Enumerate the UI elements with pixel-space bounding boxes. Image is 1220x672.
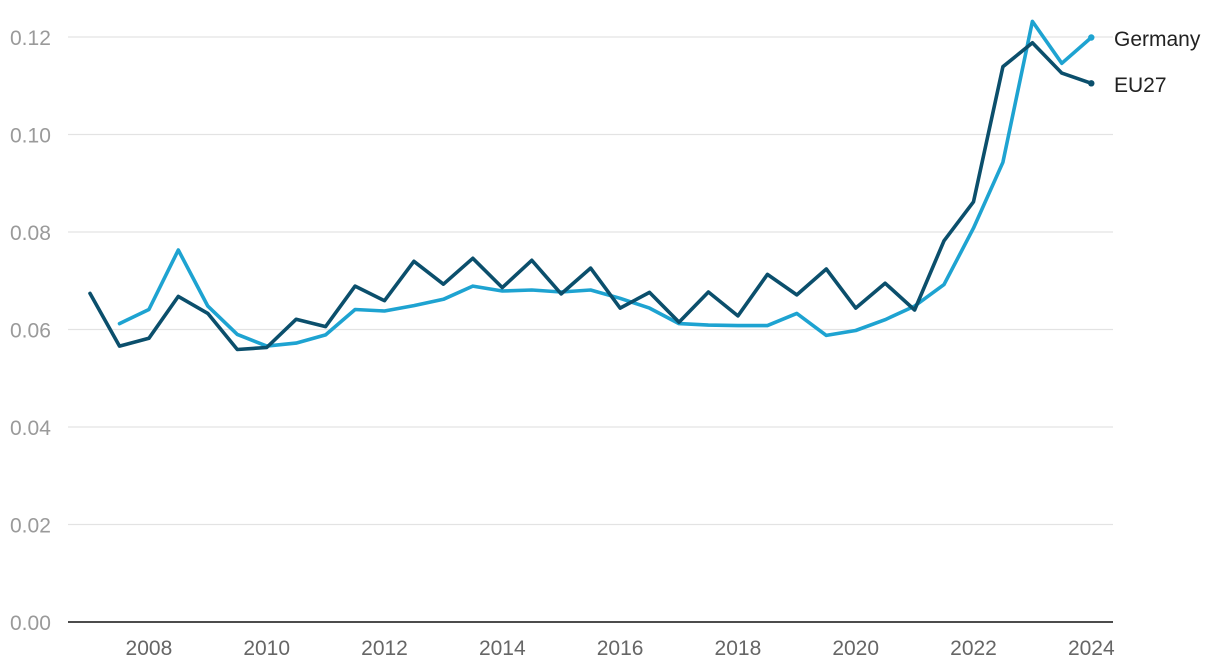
x-tick-label-2014: 2014 — [479, 637, 526, 660]
y-tick-label-0.00: 0.00 — [10, 612, 51, 635]
series-line-eu27 — [88, 41, 1094, 352]
series-end-marker-germany — [1088, 34, 1095, 41]
x-axis-tick-labels: 2008 2010 2012 2014 2016 2018 2020 2022 2024 — [126, 637, 1115, 660]
legend-label-eu27: EU27 — [1114, 74, 1167, 97]
y-tick-label-0.06: 0.06 — [10, 320, 51, 343]
gridlines — [68, 36, 1113, 526]
y-tick-label-0.08: 0.08 — [10, 222, 51, 245]
series-end-marker-eu27 — [1088, 80, 1095, 87]
x-tick-label-2008: 2008 — [126, 637, 173, 660]
x-tick-label-2022: 2022 — [950, 637, 997, 660]
x-tick-label-2024: 2024 — [1068, 637, 1115, 660]
x-tick-label-2010: 2010 — [243, 637, 290, 660]
y-tick-label-0.04: 0.04 — [10, 417, 51, 440]
x-tick-label-2016: 2016 — [597, 637, 644, 660]
legend: Germany EU27 — [1114, 28, 1201, 97]
series-lines — [88, 19, 1095, 352]
y-tick-label-0.10: 0.10 — [10, 125, 51, 148]
series-line-germany — [117, 19, 1094, 348]
y-tick-label-0.12: 0.12 — [10, 27, 51, 50]
y-axis-tick-labels: 0.00 0.02 0.04 0.06 0.08 0.10 0.12 — [10, 27, 51, 635]
x-tick-label-2020: 2020 — [832, 637, 879, 660]
x-tick-label-2018: 2018 — [715, 637, 762, 660]
x-tick-label-2012: 2012 — [361, 637, 408, 660]
legend-label-germany: Germany — [1114, 28, 1201, 51]
y-tick-label-0.02: 0.02 — [10, 515, 51, 538]
